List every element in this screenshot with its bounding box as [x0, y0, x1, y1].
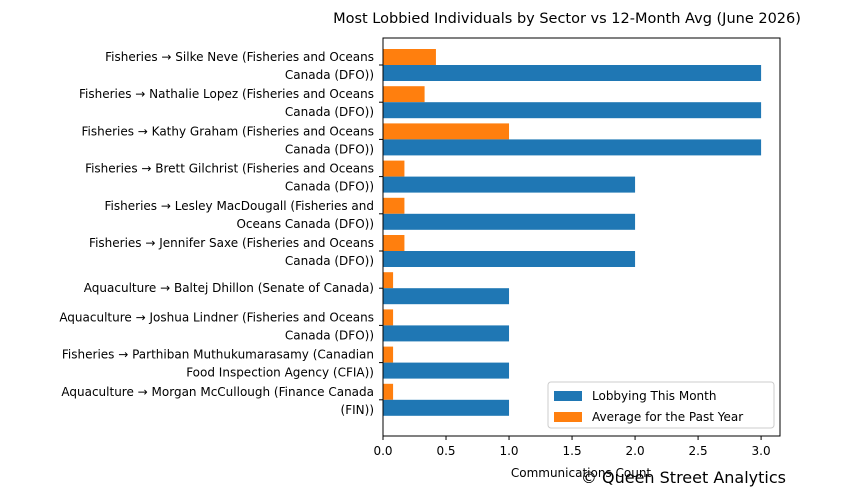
plot-frame: [382, 37, 781, 437]
legend-label: Lobbying This Month: [592, 389, 716, 403]
legend-swatch: [554, 391, 582, 401]
legend-label: Average for the Past Year: [592, 410, 743, 424]
bar-lobbying-this-month: [383, 139, 762, 156]
legend: Lobbying This Month Average for the Past …: [547, 381, 775, 429]
bar-lobbying-this-month: [383, 362, 510, 379]
y-tick-label: Aquaculture → Baltej Dhillon (Senate of …: [84, 281, 374, 295]
bar-lobbying-this-month: [383, 65, 762, 81]
x-tick-label: 0.5: [436, 444, 455, 458]
y-tick-label: Fisheries → Silke Neve (Fisheries and Oc…: [105, 50, 374, 82]
bar-average-past-year: [383, 383, 394, 400]
legend-box: [547, 381, 775, 429]
bar-average-past-year: [383, 86, 425, 103]
bar-average-past-year: [383, 309, 394, 326]
x-tick-label: 2.5: [689, 444, 708, 458]
x-tick-label: 3.0: [752, 444, 771, 458]
bar-lobbying-this-month: [383, 176, 636, 193]
x-tick-labels: 0.0 0.5 1.0 1.5 2.0 2.5 3.0: [373, 436, 771, 458]
y-tick-label: Fisheries → Nathalie Lopez (Fisheries an…: [79, 87, 374, 119]
x-tick-label: 2.0: [626, 444, 645, 458]
y-tick-label: Aquaculture → Morgan McCullough (Finance…: [61, 385, 374, 417]
y-tick-label: Fisheries → Brett Gilchrist (Fisheries a…: [85, 162, 374, 194]
bar-average-past-year: [383, 197, 405, 214]
bar-lobbying-this-month: [383, 213, 636, 230]
x-tick-label: 0.0: [373, 444, 392, 458]
bar-average-past-year: [383, 272, 394, 289]
bar-average-past-year: [383, 49, 436, 65]
bar-lobbying-this-month: [383, 399, 510, 416]
y-tick-labels: Fisheries → Silke Neve (Fisheries and Oc…: [59, 50, 383, 417]
bar-average-past-year: [383, 235, 405, 251]
x-tick-label: 1.5: [563, 444, 582, 458]
bar-lobbying-this-month: [383, 251, 636, 267]
y-tick-label: Aquaculture → Joshua Lindner (Fisheries …: [59, 310, 374, 342]
x-axis-label: Communications Count: [511, 466, 652, 480]
watermark: © Queen Street Analytics: [581, 468, 786, 487]
bar-average-past-year: [383, 160, 405, 177]
legend-swatch: [554, 412, 582, 422]
y-tick-label: Fisheries → Jennifer Saxe (Fisheries and…: [89, 236, 374, 268]
y-tick-label: Fisheries → Kathy Graham (Fisheries and …: [81, 124, 374, 156]
y-tick-label: Fisheries → Lesley MacDougall (Fisheries…: [105, 199, 374, 231]
y-tick-label: Fisheries → Parthiban Muthukumarasamy (C…: [62, 348, 374, 380]
chart-title: Most Lobbied Individuals by Sector vs 12…: [333, 11, 801, 27]
bar-lobbying-this-month: [383, 325, 510, 342]
bar-average-past-year: [383, 346, 394, 363]
bar-lobbying-this-month: [383, 102, 762, 119]
x-tick-label: 1.0: [499, 444, 518, 458]
bar-lobbying-this-month: [383, 288, 510, 305]
bars-group: [383, 49, 762, 416]
bar-average-past-year: [383, 123, 510, 140]
